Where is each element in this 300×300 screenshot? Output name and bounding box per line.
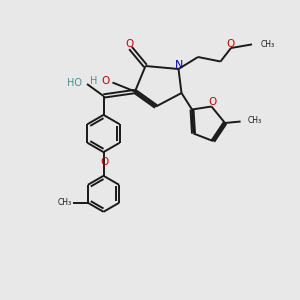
Text: O: O <box>100 157 108 167</box>
Text: N: N <box>175 60 184 70</box>
Text: CH₃: CH₃ <box>248 116 262 125</box>
Text: CH₃: CH₃ <box>57 198 71 207</box>
Text: HO: HO <box>67 78 82 88</box>
Text: O: O <box>208 97 217 107</box>
Text: O: O <box>101 76 109 86</box>
Text: O: O <box>226 38 235 49</box>
Text: CH₃: CH₃ <box>260 40 274 49</box>
Text: O: O <box>125 39 133 49</box>
Text: H: H <box>90 76 98 86</box>
